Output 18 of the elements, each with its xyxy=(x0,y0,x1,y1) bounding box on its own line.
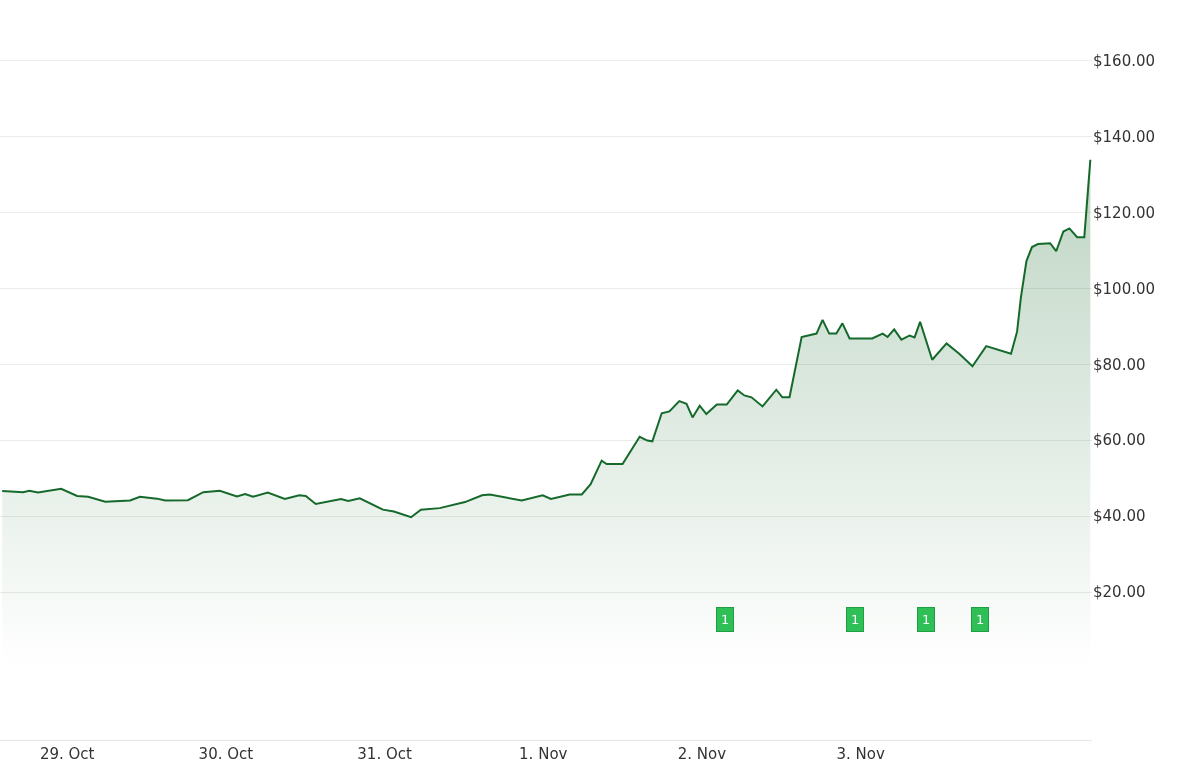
y-tick-label: $60.00 xyxy=(1093,431,1146,450)
y-tick-label: $20.00 xyxy=(1093,583,1146,602)
y-tick-label: $140.00 xyxy=(1093,127,1156,146)
y-tick-label: $160.00 xyxy=(1093,51,1156,70)
x-tick-label: 30. Oct xyxy=(198,745,254,763)
annotation: 1 xyxy=(721,612,730,627)
x-tick-label: 2. Nov xyxy=(677,745,727,763)
y-tick-label: $100.00 xyxy=(1093,279,1156,298)
x-tick-label: 1. Nov xyxy=(519,745,568,763)
y-tick-label: $80.00 xyxy=(1093,355,1146,374)
x-tick-label: 31. Oct xyxy=(357,745,412,763)
annotation: 1 xyxy=(976,612,985,627)
x-tick-label: 29. Oct xyxy=(39,745,95,763)
y-tick-label: $40.00 xyxy=(1093,507,1146,526)
y-tick-label: $120.00 xyxy=(1093,203,1156,222)
annotation: 1 xyxy=(922,612,931,627)
annotation: 1 xyxy=(851,612,860,627)
x-tick-label: 3. Nov xyxy=(836,745,885,763)
